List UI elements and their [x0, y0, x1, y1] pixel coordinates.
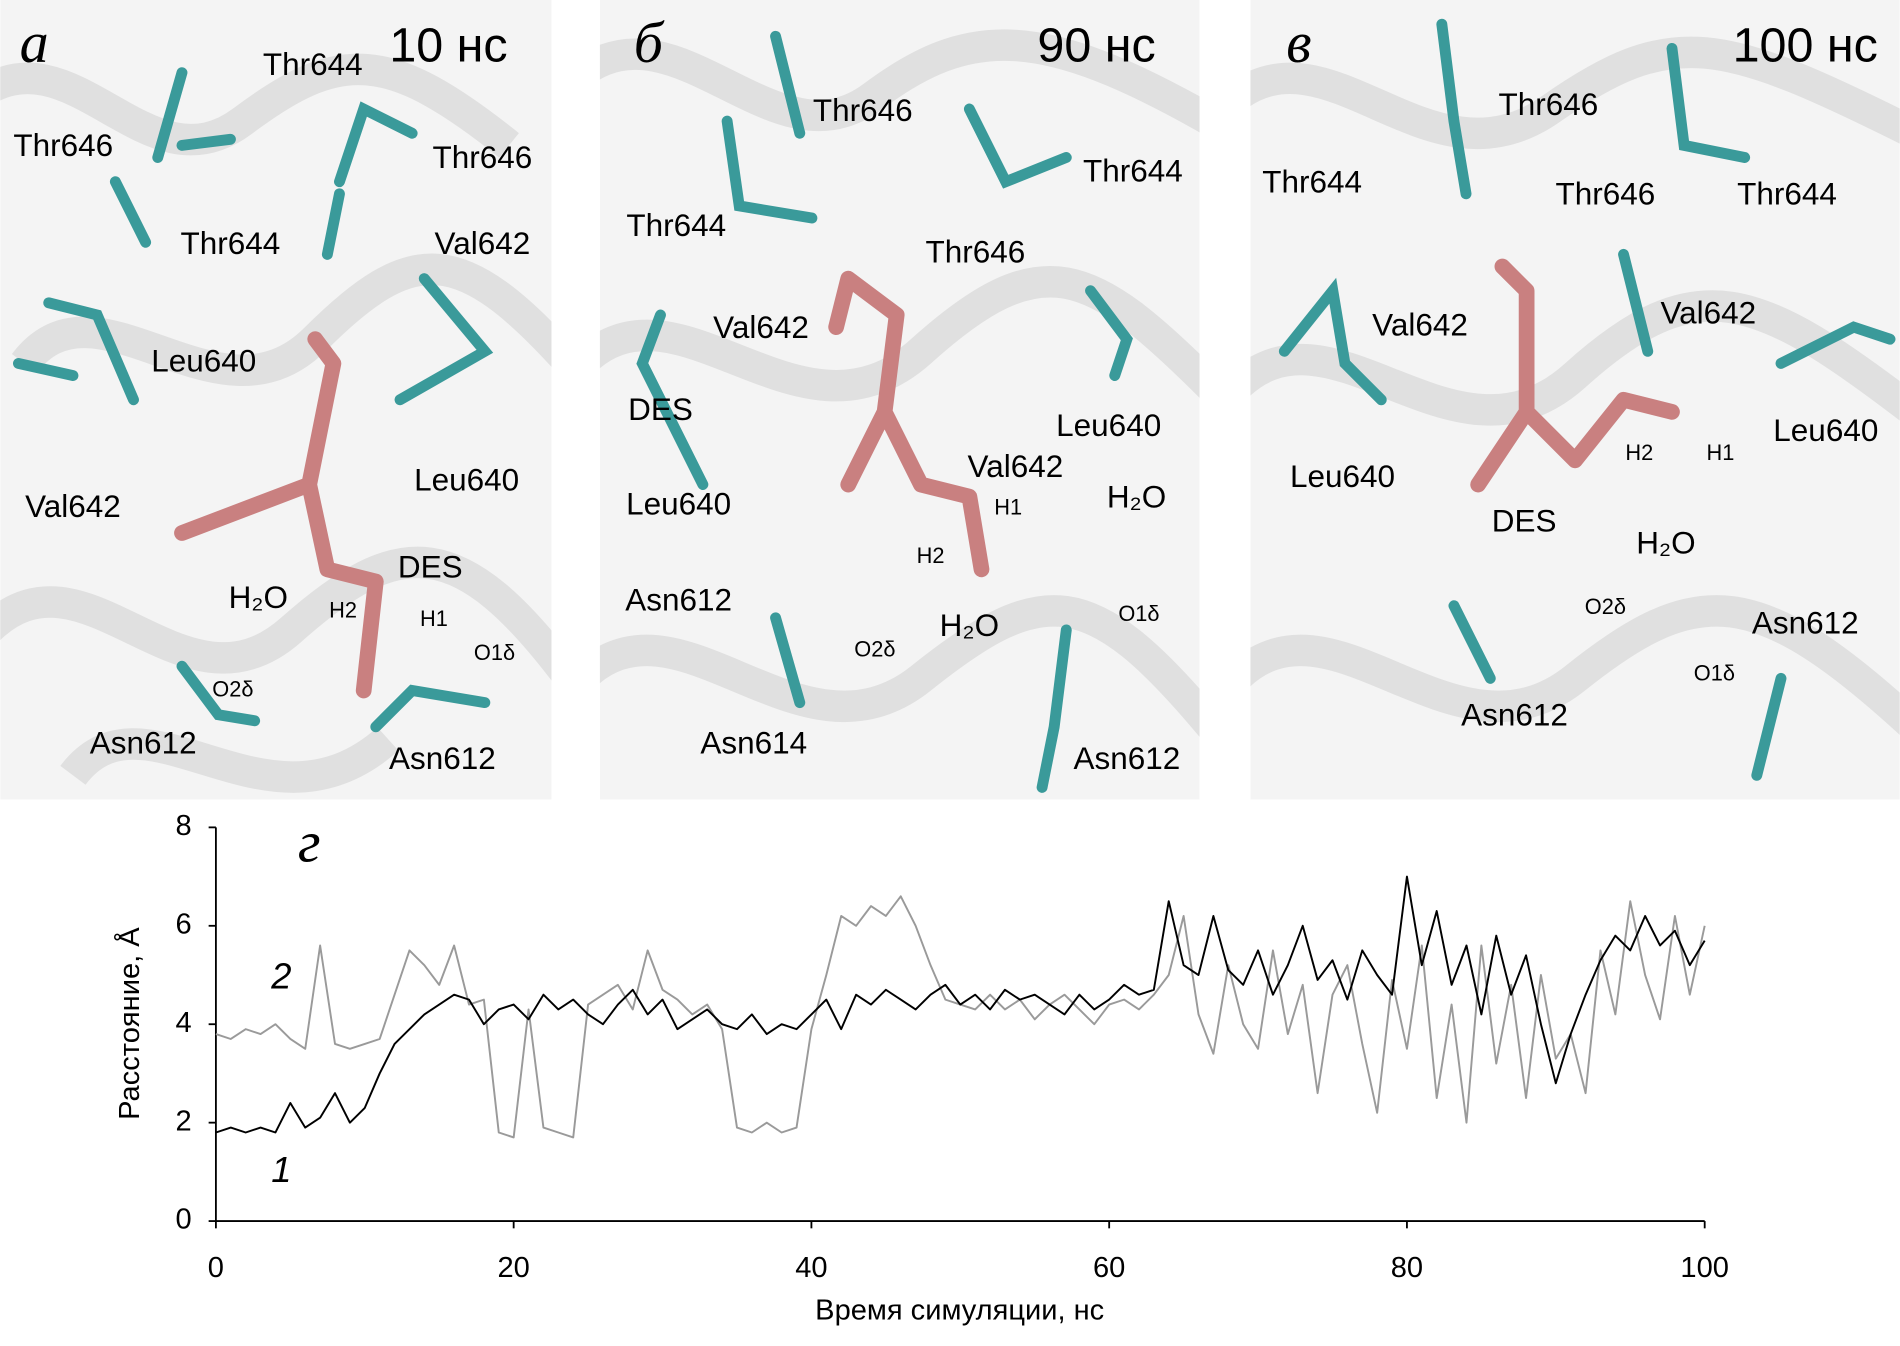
residue-label: Thr644 [263, 46, 363, 82]
panel-labels: а 10 нс Thr644 Thr646 Thr646 Thr644 Val6… [13, 10, 1878, 776]
x-axis-title: Время симуляции, нс [815, 1295, 1104, 1327]
residue-label: Asn612 [90, 724, 197, 760]
residue-label: Asn614 [700, 724, 807, 760]
atom-label: H1 [1707, 440, 1735, 465]
panel-b-render [599, 0, 1200, 800]
residue-label: Asn612 [1073, 740, 1180, 776]
panel-time: 90 нс [1037, 18, 1155, 72]
residue-label: H₂O [229, 579, 288, 615]
panel-letter: в [1286, 10, 1311, 75]
residue-label: Thr646 [813, 92, 913, 128]
residue-label: DES [1492, 503, 1557, 539]
atom-label: H2 [1625, 440, 1653, 465]
residue-label: Asn612 [625, 581, 732, 617]
y-tick-label: 4 [176, 1007, 192, 1039]
atom-label: H1 [420, 606, 448, 631]
atom-label: H2 [329, 598, 357, 623]
panel-letter: б [634, 10, 665, 75]
atom-label: O2δ [854, 636, 895, 661]
residue-label: H₂O [1107, 478, 1166, 514]
y-tick-label: 8 [176, 810, 192, 842]
residue-label: H₂O [1636, 524, 1695, 560]
residue-label: H₂O [940, 607, 999, 643]
residue-label: Thr644 [1083, 153, 1183, 189]
residue-label: Thr646 [13, 127, 113, 163]
residue-label: Thr644 [626, 207, 726, 243]
x-tick-label: 40 [795, 1252, 827, 1284]
residue-label: Leu640 [414, 461, 519, 497]
atom-label: O2δ [212, 676, 253, 701]
residue-label: Thr646 [1555, 176, 1655, 212]
panel-time: 100 нс [1733, 18, 1878, 72]
residue-label: Thr644 [181, 225, 281, 261]
x-tick-label: 0 [208, 1252, 224, 1284]
y-tick-label: 2 [176, 1105, 192, 1137]
y-tick-label: 0 [176, 1204, 192, 1236]
residue-label: Val642 [435, 225, 531, 261]
residue-label: Thr646 [433, 139, 533, 175]
atom-label: H1 [994, 495, 1022, 520]
residue-label: Val642 [713, 309, 809, 345]
residue-label: Thr644 [1737, 176, 1837, 212]
atom-label: O2δ [1585, 594, 1626, 619]
series-label: 2 [270, 955, 291, 996]
residue-label: Val642 [968, 448, 1064, 484]
residue-label: Asn612 [1461, 696, 1568, 732]
x-tick-label: 60 [1093, 1252, 1125, 1284]
residue-label: Thr646 [926, 234, 1026, 270]
residue-label: Leu640 [1773, 412, 1878, 448]
panel-letter: г [298, 809, 321, 874]
atom-label: O1δ [474, 640, 515, 665]
distance-chart: г Время симуляции, нс Расстояние, Å 0 2 4 6… [113, 809, 1729, 1326]
residue-label: Val642 [1660, 294, 1756, 330]
residue-label: Asn612 [389, 740, 496, 776]
residue-label: Val642 [1372, 306, 1468, 342]
panel-a-render [0, 0, 552, 800]
residue-label: Leu640 [626, 486, 731, 522]
y-tick-label: 6 [176, 908, 192, 940]
x-tick-label: 20 [497, 1252, 529, 1284]
residue-label: Thr646 [1499, 86, 1599, 122]
residue-label: Thr644 [1262, 163, 1362, 199]
panel-c-render [1250, 0, 1900, 800]
residue-label: Val642 [25, 488, 121, 524]
y-axis-title: Расстояние, Å [113, 927, 146, 1120]
data-line [215, 895, 1706, 1139]
atom-label: O1δ [1118, 601, 1159, 626]
residue-label: Asn612 [1752, 604, 1859, 640]
panel-letter: а [20, 10, 49, 75]
residue-label: Leu640 [151, 343, 256, 379]
atom-label: H2 [917, 543, 945, 568]
atom-label: O1δ [1694, 661, 1735, 686]
residue-label: DES [628, 391, 693, 427]
data-line [215, 875, 1706, 1134]
series-label: 1 [271, 1149, 291, 1190]
residue-label: Leu640 [1290, 458, 1395, 494]
panel-time: 10 нс [389, 18, 507, 72]
residue-label: Leu640 [1056, 407, 1161, 443]
residue-label: DES [398, 549, 463, 585]
x-tick-label: 80 [1391, 1252, 1423, 1284]
x-tick-label: 100 [1680, 1252, 1729, 1284]
